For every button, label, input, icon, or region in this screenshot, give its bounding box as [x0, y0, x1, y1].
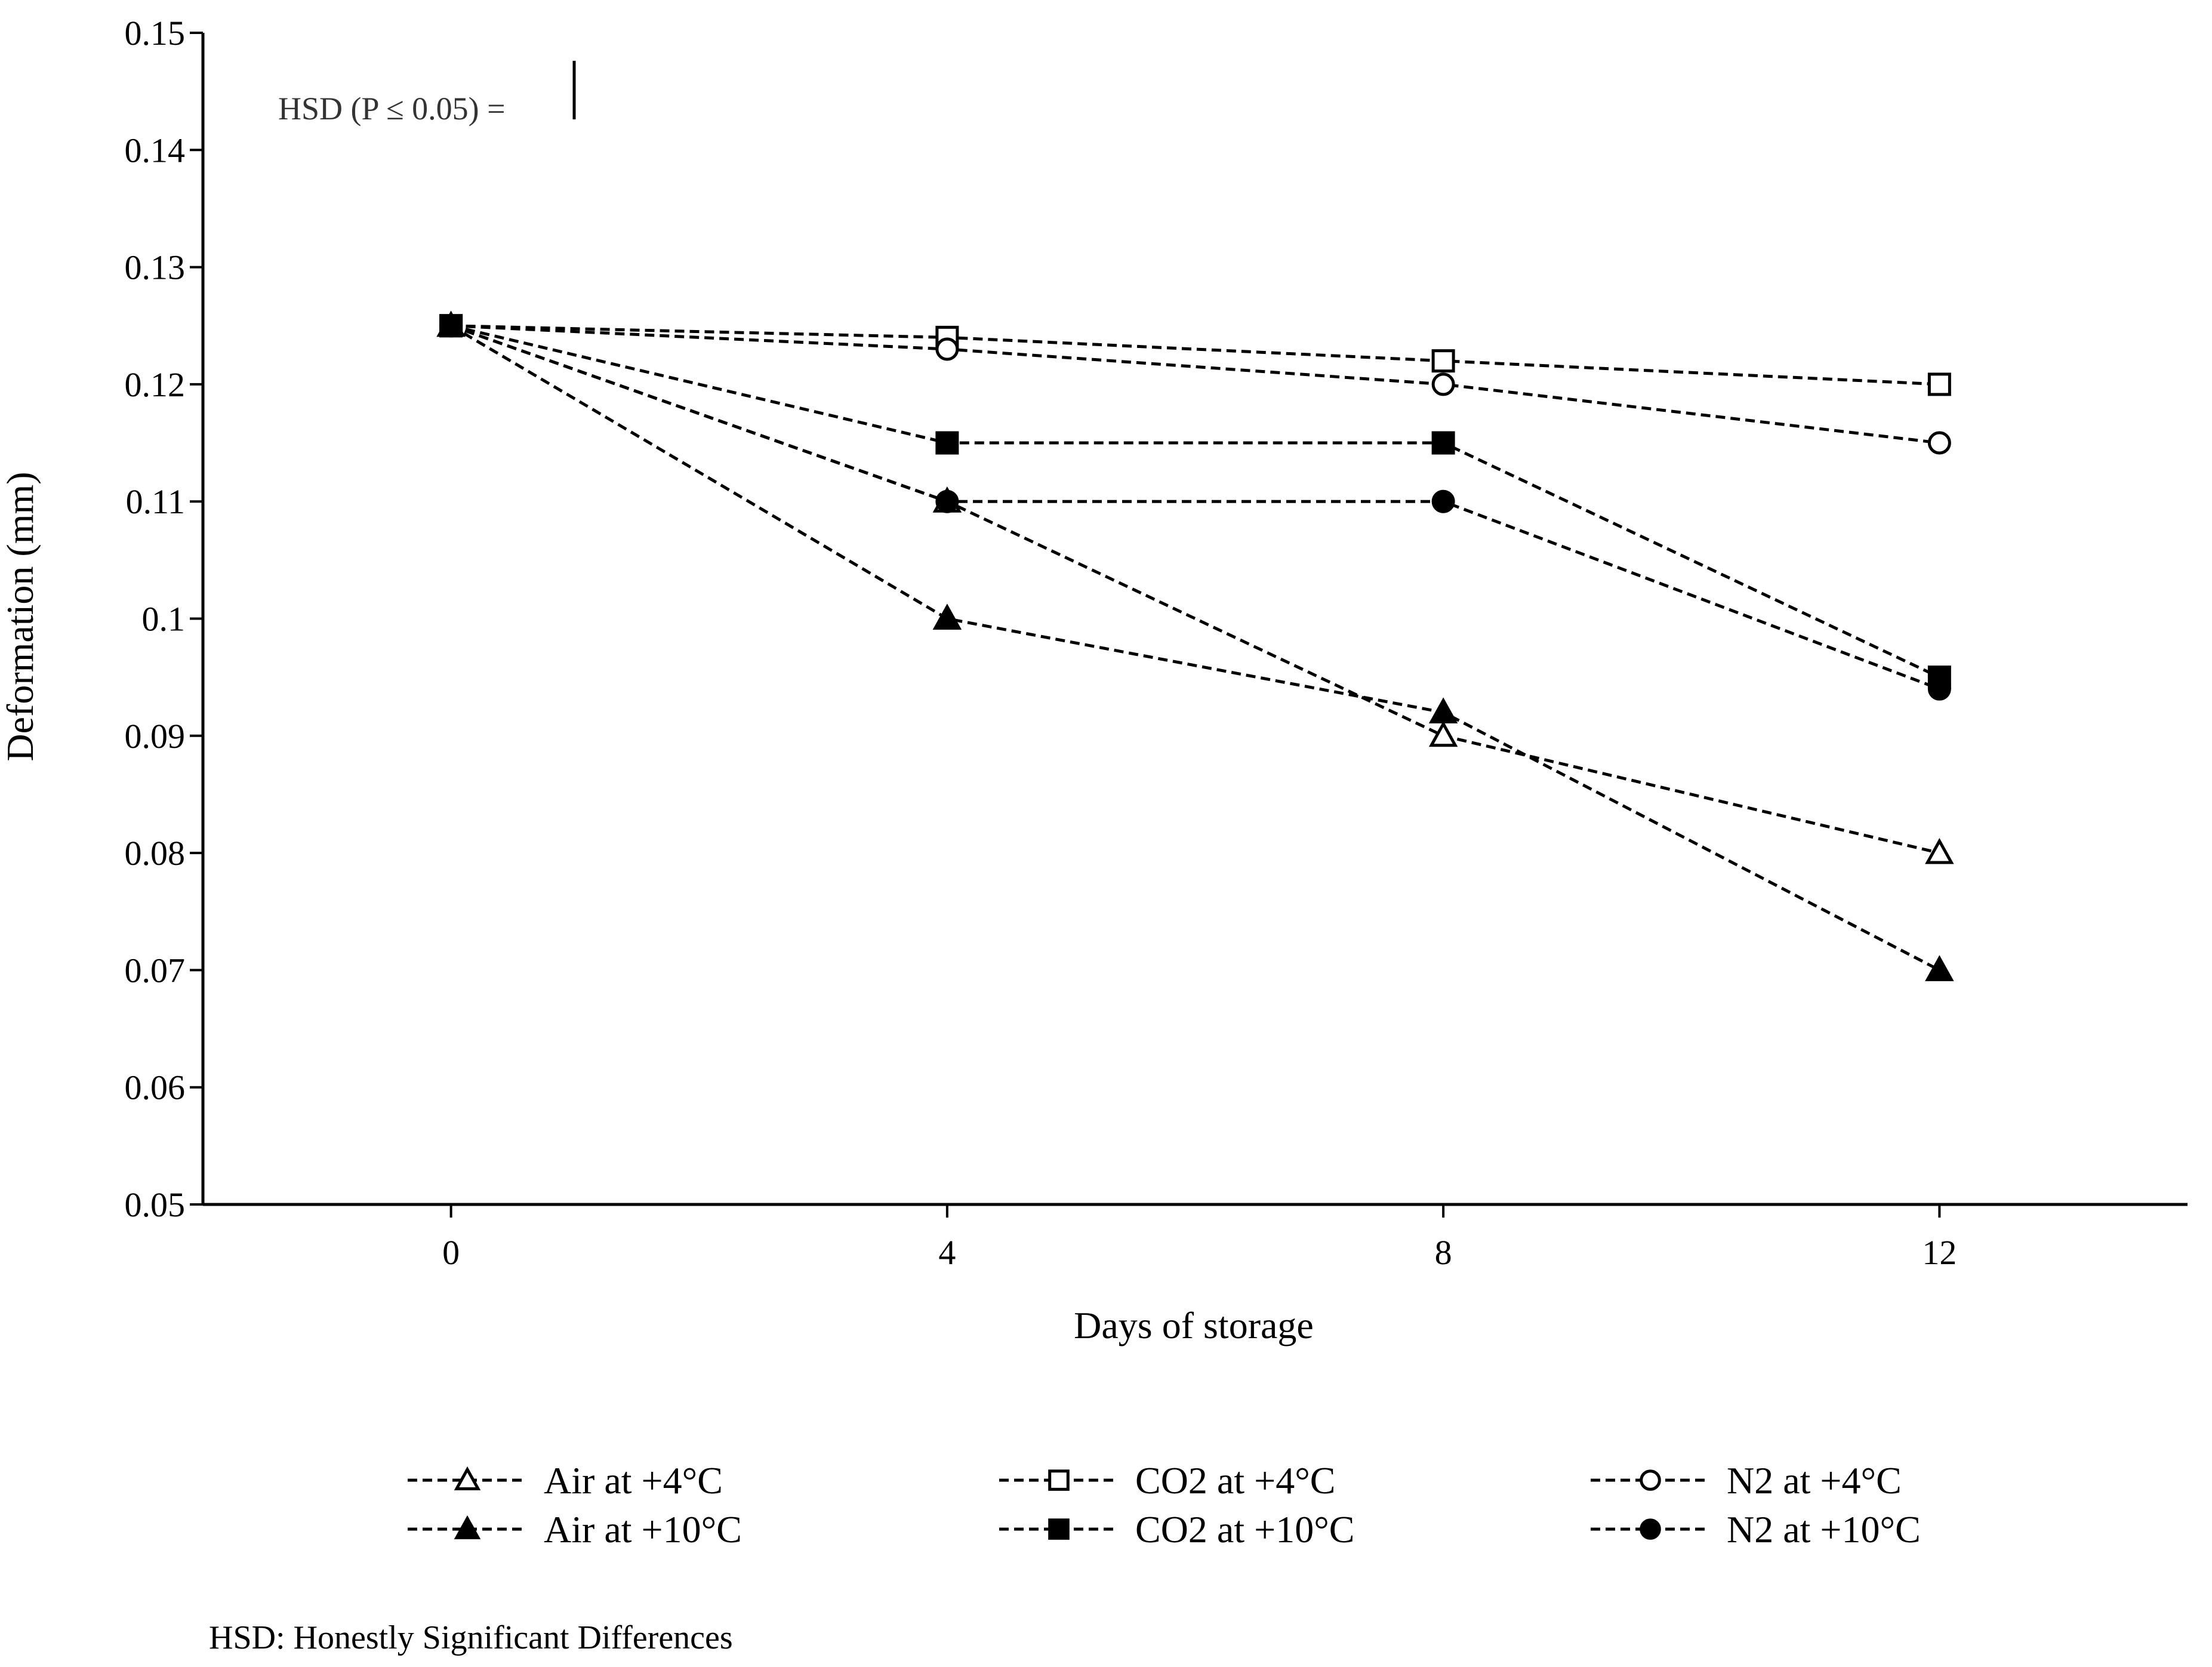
series-line: [451, 324, 1940, 445]
legend-label: N2 at +4°C: [1727, 1459, 1902, 1502]
legend-item-co2-at-10-c: CO2 at +10°C: [999, 1508, 1354, 1551]
x-axis-label: Days of storage: [1074, 1304, 1314, 1346]
footnote: HSD: Honestly Significant Differences: [209, 1619, 733, 1656]
legend-marker: [454, 1466, 481, 1490]
legend-marker: [1640, 1469, 1661, 1491]
series-air-at-4-c: [436, 310, 1954, 864]
legend-marker: [1048, 1469, 1070, 1491]
y-axis-label: Deformation (mm): [0, 472, 41, 761]
series-co2-at-10-c: [439, 314, 1951, 689]
legend-marker: [1640, 1518, 1661, 1540]
series-air-at-10-c: [436, 310, 1954, 981]
legend-item-air-at-4-c: Air at +4°C: [408, 1459, 723, 1502]
legend-label: N2 at +10°C: [1727, 1508, 1921, 1551]
y-tick-label: 0.08: [125, 834, 186, 873]
y-tick-label: 0.06: [125, 1068, 186, 1107]
data-point: [1925, 955, 1954, 981]
series-line: [450, 324, 1940, 972]
data-point: [439, 314, 463, 338]
y-tick-label: 0.09: [125, 717, 186, 756]
series-n2-at-10-c: [439, 314, 1951, 701]
legend-marker: [1048, 1518, 1070, 1540]
data-point: [1431, 489, 1455, 513]
legend-item-n2-at-10-c: N2 at +10°C: [1591, 1508, 1921, 1551]
data-point: [1428, 720, 1458, 747]
legend-label: CO2 at +4°C: [1135, 1459, 1335, 1502]
legend-label: Air at +10°C: [544, 1508, 742, 1551]
data-point: [1925, 837, 1954, 864]
legend-item-n2-at-4-c: N2 at +4°C: [1591, 1459, 1902, 1502]
y-tick-label: 0.11: [126, 482, 185, 521]
data-point: [1431, 431, 1455, 455]
legend-marker: [454, 1515, 481, 1539]
y-tick-label: 0.15: [125, 14, 186, 53]
x-tick-label: 0: [442, 1233, 460, 1272]
series-line: [450, 324, 1940, 855]
y-tick-label: 0.05: [125, 1185, 186, 1224]
legend-label: Air at +4°C: [544, 1459, 723, 1502]
y-tick-label: 0.07: [125, 951, 186, 990]
data-point: [932, 603, 962, 630]
data-point: [1927, 372, 1951, 396]
series-line: [451, 324, 1940, 679]
series-co2-at-4-c: [439, 314, 1951, 396]
y-axis-ticks: 0.05 0.06 0.07 0.08 0.09 0.1 0.11 0.12 0.13 0.14 0…: [125, 14, 203, 1224]
legend-item-air-at-10-c: Air at +10°C: [408, 1508, 742, 1551]
data-point: [935, 431, 959, 455]
axes: [201, 33, 2188, 1206]
y-tick-label: 0.1: [142, 600, 186, 639]
series-line: [451, 324, 1940, 386]
hsd-annotation: HSD (P ≤ 0.05) =: [278, 91, 506, 127]
x-tick-label: 8: [1435, 1233, 1452, 1272]
data-point: [1431, 349, 1455, 373]
y-tick-label: 0.13: [125, 248, 186, 287]
series-group: [436, 310, 1954, 981]
data-point: [1431, 372, 1455, 396]
legend-label: CO2 at +10°C: [1135, 1508, 1354, 1551]
data-point: [1927, 677, 1951, 701]
legend-item-co2-at-4-c: CO2 at +4°C: [999, 1459, 1335, 1502]
data-point: [935, 337, 959, 361]
x-axis-ticks: 0 4 8 12: [442, 1204, 1957, 1272]
x-tick-label: 12: [1922, 1233, 1957, 1272]
data-point: [935, 489, 959, 513]
x-tick-label: 4: [938, 1233, 956, 1272]
y-tick-label: 0.12: [125, 365, 186, 404]
data-point: [1428, 697, 1458, 724]
series-n2-at-4-c: [439, 314, 1951, 455]
data-point: [1927, 431, 1951, 455]
legend: Air at +4°C Air at +10°C CO2 at +4°C CO2 at…: [408, 1459, 1921, 1551]
y-tick-label: 0.14: [125, 131, 186, 170]
series-line: [450, 324, 1940, 691]
